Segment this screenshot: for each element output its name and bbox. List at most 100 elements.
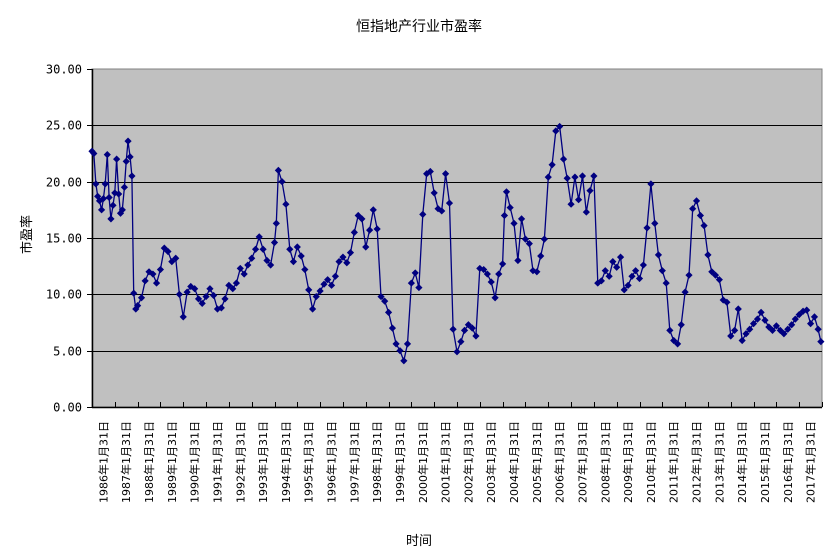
x-tick-label: 1992年1月31日 bbox=[233, 421, 247, 503]
x-tick-label: 2006年1月31日 bbox=[553, 421, 567, 503]
data-point-marker bbox=[537, 252, 545, 260]
data-point-marker bbox=[164, 247, 172, 256]
x-tick-label: 1994年1月31日 bbox=[279, 421, 293, 503]
data-point-marker bbox=[544, 173, 552, 181]
data-point-marker bbox=[232, 279, 241, 287]
data-point-marker bbox=[757, 308, 765, 316]
data-point-marker bbox=[472, 332, 480, 340]
x-tick-label: 1990年1月31日 bbox=[188, 421, 202, 503]
data-point-marker bbox=[229, 285, 237, 293]
data-point-marker bbox=[305, 286, 313, 294]
y-tick-label: 25.00 bbox=[46, 119, 82, 133]
data-point-marker bbox=[616, 253, 625, 261]
data-point-marker bbox=[708, 268, 716, 276]
x-tick-label: 2000年1月31日 bbox=[416, 421, 430, 503]
data-point-marker bbox=[533, 268, 541, 276]
data-point-marker bbox=[506, 203, 514, 212]
data-point-marker bbox=[388, 324, 397, 332]
data-point-marker bbox=[282, 200, 290, 208]
data-point-marker bbox=[601, 267, 609, 275]
data-point-marker bbox=[582, 208, 590, 216]
data-point-marker bbox=[202, 292, 210, 301]
data-point-marker bbox=[749, 320, 758, 328]
data-point-marker bbox=[274, 166, 282, 174]
data-point-marker bbox=[145, 268, 153, 276]
x-tick-label: 2009年1月31日 bbox=[621, 421, 635, 503]
data-point-marker bbox=[103, 151, 111, 159]
data-point-marker bbox=[130, 289, 138, 297]
data-point-marker bbox=[468, 324, 476, 332]
data-point-marker bbox=[236, 264, 244, 273]
data-point-marker bbox=[128, 172, 136, 180]
x-tick-label: 1998年1月31日 bbox=[370, 421, 384, 503]
data-point-marker bbox=[209, 291, 218, 300]
data-point-marker bbox=[105, 193, 113, 202]
data-point-marker bbox=[213, 305, 222, 313]
data-point-marker bbox=[270, 238, 279, 247]
data-point-marker bbox=[449, 325, 457, 333]
x-tick-label: 2005年1月31日 bbox=[530, 421, 544, 503]
data-point-marker bbox=[289, 258, 298, 266]
x-axis-title: 时间 bbox=[405, 534, 432, 549]
data-point-marker bbox=[613, 263, 621, 271]
x-tick-label: 1987年1月31日 bbox=[119, 421, 133, 503]
data-point-marker bbox=[191, 285, 199, 293]
data-point-marker bbox=[438, 207, 446, 215]
data-point-marker bbox=[556, 122, 564, 131]
data-point-marker bbox=[99, 194, 108, 203]
data-point-marker bbox=[654, 251, 663, 259]
data-point-marker bbox=[620, 286, 628, 294]
y-tick-label: 30.00 bbox=[46, 63, 82, 77]
data-point-marker bbox=[696, 211, 705, 220]
data-point-marker bbox=[704, 251, 712, 259]
data-point-marker bbox=[434, 205, 442, 213]
x-tick-label: 2008年1月31日 bbox=[598, 421, 612, 503]
data-point-marker bbox=[784, 325, 792, 333]
data-point-marker bbox=[635, 274, 644, 283]
data-point-marker bbox=[445, 199, 454, 207]
data-point-marker bbox=[491, 294, 499, 302]
data-point-marker bbox=[263, 256, 271, 265]
data-point-marker bbox=[168, 258, 176, 266]
data-point-marker bbox=[423, 170, 431, 178]
data-point-marker bbox=[666, 326, 674, 334]
data-point-marker bbox=[362, 243, 370, 251]
data-point-marker bbox=[149, 270, 157, 278]
x-tick-label: 2004年1月31日 bbox=[507, 421, 521, 503]
data-point-marker bbox=[791, 315, 799, 323]
data-point-marker bbox=[586, 187, 594, 195]
chart-title: 恒指地产行业市盈率 bbox=[356, 19, 482, 35]
data-point-marker bbox=[689, 205, 697, 213]
data-point-marker bbox=[643, 224, 651, 232]
data-point-marker bbox=[327, 281, 336, 289]
data-point-marker bbox=[183, 288, 191, 296]
x-tick-label: 1993年1月31日 bbox=[256, 421, 270, 503]
data-point-marker bbox=[753, 315, 762, 323]
data-point-marker bbox=[132, 305, 140, 313]
data-point-marker bbox=[734, 305, 742, 313]
data-point-marker bbox=[499, 260, 507, 268]
data-point-marker bbox=[460, 326, 469, 334]
data-point-marker bbox=[817, 338, 825, 346]
data-point-marker bbox=[574, 196, 583, 204]
x-tick-label: 2015年1月31日 bbox=[758, 421, 772, 503]
data-point-marker bbox=[187, 282, 195, 291]
data-point-marker bbox=[107, 215, 115, 223]
data-point-marker bbox=[366, 226, 374, 234]
data-point-marker bbox=[137, 294, 146, 302]
x-tick-label: 2007年1月31日 bbox=[575, 421, 589, 503]
data-point-marker bbox=[605, 272, 613, 280]
y-tick-label: 15.00 bbox=[46, 232, 82, 246]
data-point-marker bbox=[525, 240, 533, 248]
data-point-marker bbox=[354, 211, 362, 220]
data-point-marker bbox=[403, 340, 412, 348]
data-point-marker bbox=[719, 296, 727, 304]
x-tick-label: 1996年1月31日 bbox=[325, 421, 339, 503]
data-point-marker bbox=[381, 297, 389, 305]
data-point-marker bbox=[126, 153, 134, 161]
data-point-marker bbox=[335, 258, 343, 266]
data-point-marker bbox=[803, 306, 811, 314]
data-point-marker bbox=[453, 348, 461, 356]
data-point-marker bbox=[175, 290, 183, 298]
data-point-marker bbox=[120, 183, 128, 191]
